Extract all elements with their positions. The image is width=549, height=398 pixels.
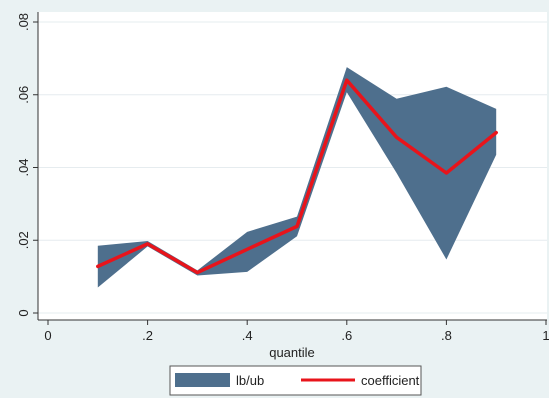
y-tick-label-1: .02: [16, 231, 31, 249]
x-axis-title: quantile: [269, 345, 315, 360]
x-tick-label-0: 0: [44, 328, 51, 343]
x-tick-label-5: 1: [542, 328, 549, 343]
x-tick-label-2: .4: [242, 328, 253, 343]
confidence-band: [97, 67, 497, 288]
band-lb-ub: [97, 67, 497, 288]
y-tick-label-0: 0: [16, 309, 31, 316]
x-tick-label-4: .8: [441, 328, 452, 343]
legend: lb/ub coefficient: [169, 365, 422, 396]
legend-swatch-lb-ub: [175, 373, 230, 387]
legend-label-coefficient: coefficient: [361, 373, 420, 388]
x-axis-ticks: 0 .2 .4 .6 .8 1: [44, 320, 549, 343]
y-tick-label-4: .08: [16, 13, 31, 31]
line-coefficient: [96, 78, 498, 275]
y-axis-ticks: 0 .02 .04 .06 .08: [16, 13, 38, 317]
legend-label-lb-ub: lb/ub: [236, 373, 264, 388]
y-tick-label-2: .04: [16, 158, 31, 176]
axes: [37, 12, 547, 321]
x-tick-label-1: .2: [142, 328, 153, 343]
x-tick-label-3: .6: [341, 328, 352, 343]
coefficient-series: [96, 78, 498, 275]
y-tick-label-3: .06: [16, 86, 31, 104]
